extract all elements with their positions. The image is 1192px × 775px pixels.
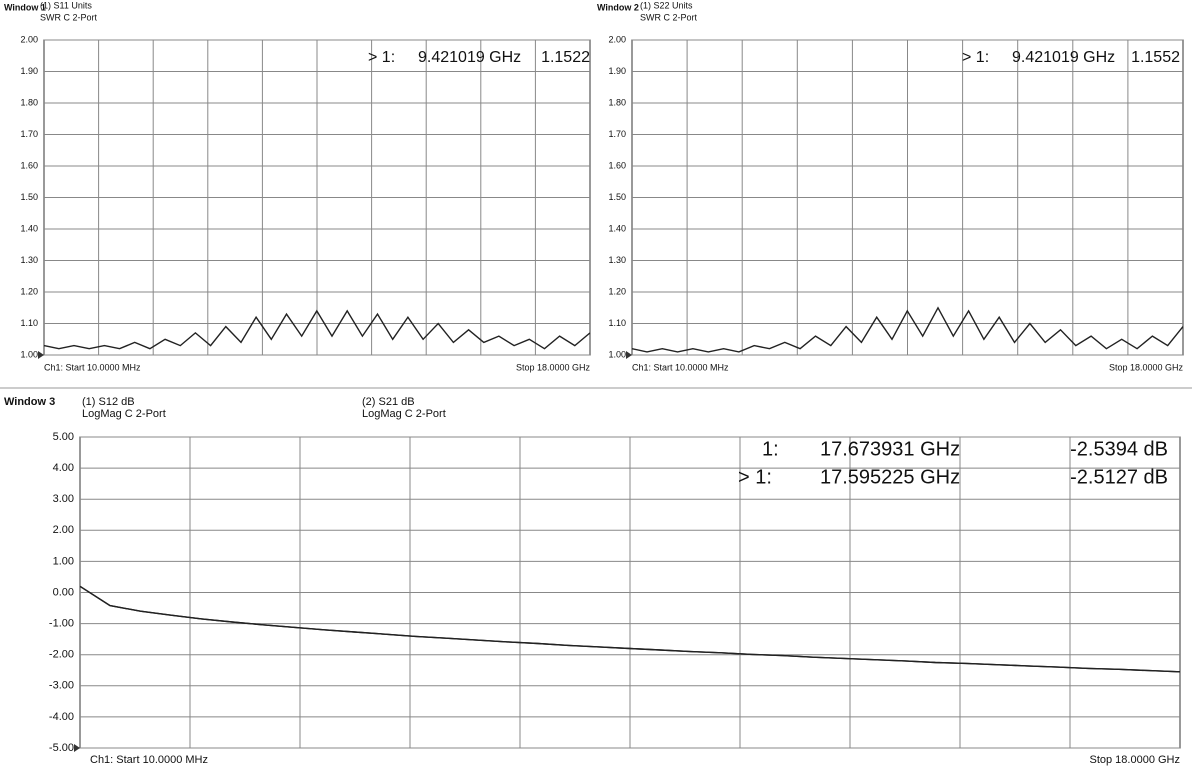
y-tick-label: 1.50 <box>608 192 626 202</box>
series-name: (1) S22 Units <box>640 0 693 10</box>
y-tick-label: 1.80 <box>608 97 626 107</box>
y-tick-label: 0.00 <box>53 586 74 598</box>
y-tick-label: -5.00 <box>49 742 74 754</box>
marker-label: 1: <box>762 438 779 460</box>
marker-value: 1.1552 <box>1131 49 1180 66</box>
y-tick-label: 1.90 <box>608 66 626 76</box>
marker-frequency: 17.595225 GHz <box>820 466 960 488</box>
y-tick-label: 1.70 <box>608 129 626 139</box>
stop-label: Stop 18.0000 GHz <box>1109 362 1184 372</box>
subtitle: SWR C 2-Port <box>640 12 698 22</box>
series-format: LogMag C 2-Port <box>362 408 446 420</box>
y-tick-label: 1.70 <box>20 129 38 139</box>
marker-frequency: 17.673931 GHz <box>820 438 960 460</box>
y-tick-label: -4.00 <box>49 711 74 723</box>
marker-value: 1.1522 <box>541 49 590 66</box>
y-tick-label: 1.00 <box>53 555 74 567</box>
reference-arrow <box>38 351 44 359</box>
marker-label: > 1: <box>368 49 395 66</box>
y-tick-label: -2.00 <box>49 649 74 661</box>
y-tick-label: 2.00 <box>53 524 74 536</box>
y-tick-label: 4.00 <box>53 462 74 474</box>
y-tick-label: 1.30 <box>608 255 626 265</box>
y-tick-label: 1.00 <box>20 349 38 359</box>
subtitle: SWR C 2-Port <box>40 12 98 22</box>
y-tick-label: 2.00 <box>20 34 38 44</box>
stop-label: Stop 18.0000 GHz <box>1089 754 1180 766</box>
trace <box>79 585 1181 673</box>
y-tick-label: 1.20 <box>20 286 38 296</box>
y-tick-label: 1.50 <box>20 192 38 202</box>
y-tick-label: 1.60 <box>608 160 626 170</box>
series-name: (1) S12 dB <box>82 396 135 408</box>
window-label: Window 1 <box>4 2 46 12</box>
trace <box>43 309 591 350</box>
marker-frequency: 9.421019 GHz <box>418 49 521 66</box>
y-tick-label: 5.00 <box>53 431 74 443</box>
marker-value: -2.5127 dB <box>1070 466 1168 488</box>
reference-arrow <box>626 351 632 359</box>
y-tick-label: 1.10 <box>20 318 38 328</box>
y-tick-label: 1.30 <box>20 255 38 265</box>
y-tick-label: 3.00 <box>53 493 74 505</box>
y-tick-label: -1.00 <box>49 618 74 630</box>
y-tick-label: 1.40 <box>608 223 626 233</box>
trace <box>631 306 1184 353</box>
marker-label: > 1: <box>738 466 772 488</box>
start-label: Ch1: Start 10.0000 MHz <box>90 754 208 766</box>
start-label: Ch1: Start 10.0000 MHz <box>632 362 729 372</box>
y-tick-label: -3.00 <box>49 680 74 692</box>
marker-value: -2.5394 dB <box>1070 438 1168 460</box>
marker-label: > 1: <box>962 49 989 66</box>
series-name: (1) S11 Units <box>40 0 92 10</box>
y-tick-label: 1.80 <box>20 97 38 107</box>
marker-frequency: 9.421019 GHz <box>1012 49 1115 66</box>
window-label: Window 2 <box>597 2 639 12</box>
stop-label: Stop 18.0000 GHz <box>516 362 591 372</box>
y-tick-label: 1.60 <box>20 160 38 170</box>
y-tick-label: 1.90 <box>20 66 38 76</box>
series-name: (2) S21 dB <box>362 396 415 408</box>
y-tick-label: 2.00 <box>608 34 626 44</box>
reference-arrow <box>74 744 80 752</box>
series-format: LogMag C 2-Port <box>82 408 166 420</box>
y-tick-label: 1.40 <box>20 223 38 233</box>
y-tick-label: 1.20 <box>608 286 626 296</box>
start-label: Ch1: Start 10.0000 MHz <box>44 362 141 372</box>
y-tick-label: 1.00 <box>608 349 626 359</box>
y-tick-label: 1.10 <box>608 318 626 328</box>
window-label: Window 3 <box>4 396 55 408</box>
